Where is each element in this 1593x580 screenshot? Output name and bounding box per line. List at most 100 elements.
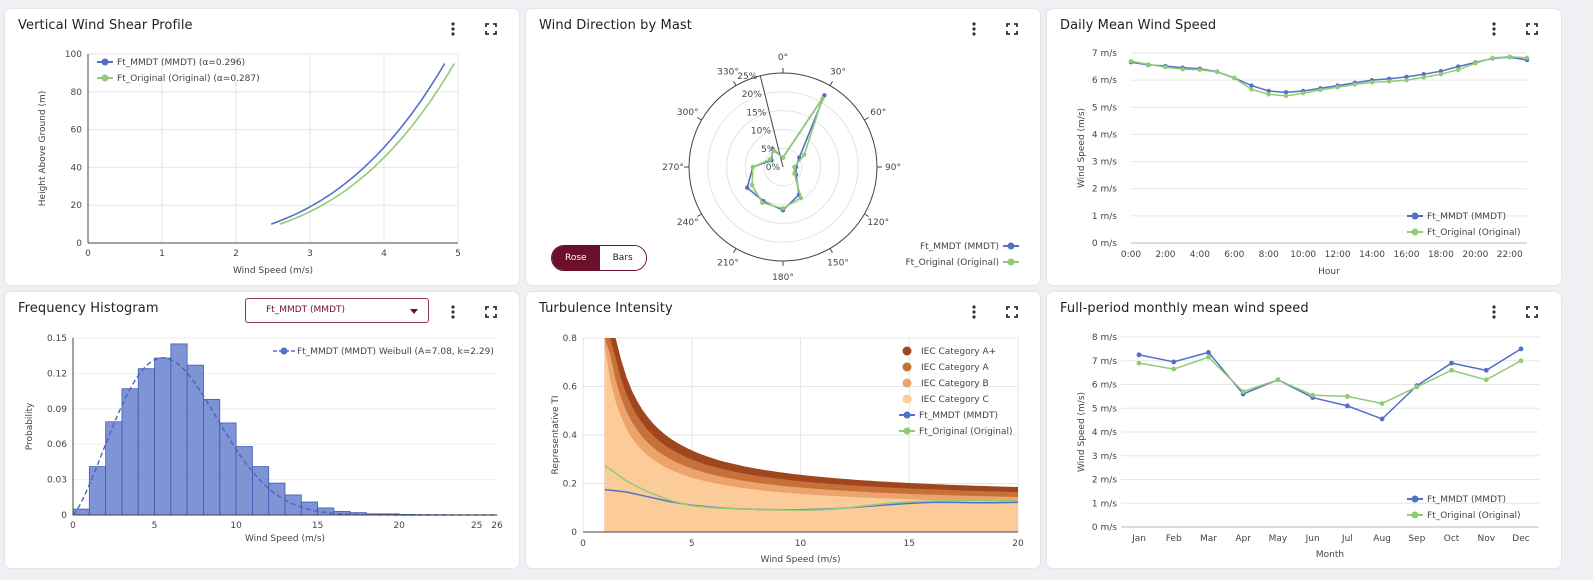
x-axis-title: Wind Speed (m/s) bbox=[760, 555, 840, 565]
series-line bbox=[1130, 56, 1528, 97]
monthly-chart: 0 m/s 1 m/s 2 m/s 3 m/s 4 m/s 5 m/s 6 m/s 7 m/s… bbox=[1077, 333, 1539, 560]
series-point bbox=[1232, 75, 1237, 81]
fullscreen-icon[interactable] bbox=[1001, 301, 1023, 323]
series-point bbox=[1449, 360, 1454, 366]
angle-tick-label: 150° bbox=[827, 258, 849, 268]
series-point bbox=[1163, 64, 1168, 70]
series-point bbox=[1507, 54, 1512, 59]
fullscreen-icon[interactable] bbox=[1521, 301, 1543, 323]
series-line bbox=[270, 63, 446, 225]
series-point bbox=[1518, 346, 1524, 352]
y-axis-title: Wind Speed (m/s) bbox=[1077, 392, 1087, 472]
histogram-bar bbox=[268, 482, 286, 516]
radial-axis bbox=[759, 75, 784, 168]
direction-chart: 0° 30° 60° 90° 120° 150° 180° 210° 240° 270° 300° 3… bbox=[662, 53, 1019, 283]
angle-tick-label: 270° bbox=[662, 163, 684, 173]
angle-tick-label: 30° bbox=[830, 68, 846, 78]
y-tick-label: 0.6 bbox=[563, 383, 578, 393]
histogram-bar bbox=[235, 446, 253, 516]
y-tick-label: 3 m/s bbox=[1092, 452, 1117, 462]
series-line bbox=[604, 464, 1019, 511]
histogram-bar bbox=[105, 421, 123, 516]
x-tick-label: Oct bbox=[1444, 534, 1460, 544]
card-title: Turbulence Intensity bbox=[539, 301, 673, 316]
x-tick-label: 20 bbox=[393, 521, 405, 531]
series-point bbox=[771, 148, 776, 153]
series-point bbox=[1421, 75, 1426, 80]
series-point bbox=[792, 171, 797, 176]
radial-tick-label: 10% bbox=[751, 127, 771, 137]
series-point bbox=[1249, 87, 1254, 92]
series-point bbox=[1344, 393, 1350, 399]
more-vert-icon[interactable] bbox=[442, 18, 464, 40]
legend-label: Ft_Original (Original) bbox=[919, 427, 1013, 437]
angle-tick-label: 240° bbox=[677, 218, 699, 228]
x-tick-label: 4 bbox=[381, 249, 387, 259]
angle-tick-label: 60° bbox=[870, 108, 886, 118]
series-point bbox=[801, 152, 807, 157]
x-tick-label: Feb bbox=[1166, 534, 1182, 544]
legend-label: Ft_MMDT (MMDT) bbox=[919, 411, 998, 421]
angle-tick bbox=[697, 117, 702, 121]
mast-select[interactable]: Ft_MMDT (MMDT) bbox=[245, 298, 429, 323]
series-point bbox=[1490, 55, 1495, 61]
more-vert-icon[interactable] bbox=[1483, 18, 1505, 40]
y-axis-title: Height Above Ground (m) bbox=[38, 91, 48, 206]
chevron-down-icon bbox=[410, 309, 418, 314]
angle-tick bbox=[864, 117, 869, 121]
y-tick-label: 6 m/s bbox=[1092, 76, 1117, 86]
y-tick-label: 0.06 bbox=[47, 440, 67, 450]
series-point bbox=[1387, 79, 1392, 84]
y-tick-label: 3 m/s bbox=[1092, 158, 1117, 168]
series-point bbox=[1455, 67, 1461, 73]
series-point bbox=[1300, 90, 1306, 96]
bars-toggle-button[interactable]: Bars bbox=[599, 246, 646, 270]
angle-tick-label: 120° bbox=[867, 218, 889, 228]
fullscreen-icon[interactable] bbox=[480, 301, 502, 323]
fullscreen-icon[interactable] bbox=[480, 18, 502, 40]
y-tick-label: 80 bbox=[71, 88, 83, 98]
x-tick-label: 26 bbox=[491, 521, 503, 531]
histogram-card: Frequency Histogram Ft_MMDT (MMDT) 0 0.03… bbox=[5, 292, 519, 568]
y-tick-label: 0.2 bbox=[563, 480, 577, 490]
series-point bbox=[1483, 367, 1489, 373]
legend-label: Ft_MMDT (MMDT) Weibull (A=7.08, k=2.29) bbox=[297, 347, 494, 357]
legend-swatch-dot bbox=[1007, 258, 1015, 266]
more-vert-icon[interactable] bbox=[442, 301, 464, 323]
more-vert-icon[interactable] bbox=[963, 301, 985, 323]
angle-tick-label: 300° bbox=[677, 108, 699, 118]
series-point bbox=[1136, 352, 1142, 358]
series-point bbox=[1369, 80, 1375, 85]
x-tick-label: Jun bbox=[1305, 534, 1320, 544]
series-point bbox=[749, 182, 755, 188]
series-point bbox=[1136, 360, 1142, 366]
legend-swatch-dot bbox=[101, 58, 109, 66]
series-point bbox=[1455, 64, 1461, 69]
fullscreen-icon[interactable] bbox=[1001, 18, 1023, 40]
more-vert-icon[interactable] bbox=[1483, 301, 1505, 323]
x-tick-label: 5 bbox=[455, 249, 461, 259]
x-tick-label: 5 bbox=[689, 539, 695, 549]
legend-swatch-dot bbox=[902, 362, 912, 372]
angle-tick bbox=[829, 81, 833, 86]
x-tick-label: 15 bbox=[312, 521, 323, 531]
series-point bbox=[1180, 67, 1185, 72]
legend-swatch-dot bbox=[902, 378, 912, 388]
x-tick-label: 16:00 bbox=[1394, 250, 1420, 260]
x-axis-title: Wind Speed (m/s) bbox=[245, 534, 325, 544]
x-tick-label: 10:00 bbox=[1290, 250, 1316, 260]
direction-card: Wind Direction by Mast 0° 30° 60° 90° 120° 15… bbox=[526, 9, 1040, 285]
radial-grid-ring bbox=[726, 110, 840, 224]
y-tick-label: 0 bbox=[571, 528, 577, 538]
x-tick-label: 2 bbox=[233, 249, 239, 259]
y-tick-label: 7 m/s bbox=[1092, 357, 1117, 367]
x-tick-label: Aug bbox=[1373, 534, 1391, 544]
more-vert-icon[interactable] bbox=[963, 18, 985, 40]
legend-swatch-dot bbox=[1411, 495, 1419, 503]
series-line bbox=[1138, 348, 1522, 420]
fullscreen-icon[interactable] bbox=[1521, 18, 1543, 40]
daily-card: Daily Mean Wind Speed 0 m/s 1 m/s 2 m/s 3 m… bbox=[1047, 9, 1561, 285]
histogram-bar bbox=[317, 507, 335, 516]
series-point bbox=[1283, 90, 1289, 95]
rose-toggle-button[interactable]: Rose bbox=[552, 246, 600, 270]
